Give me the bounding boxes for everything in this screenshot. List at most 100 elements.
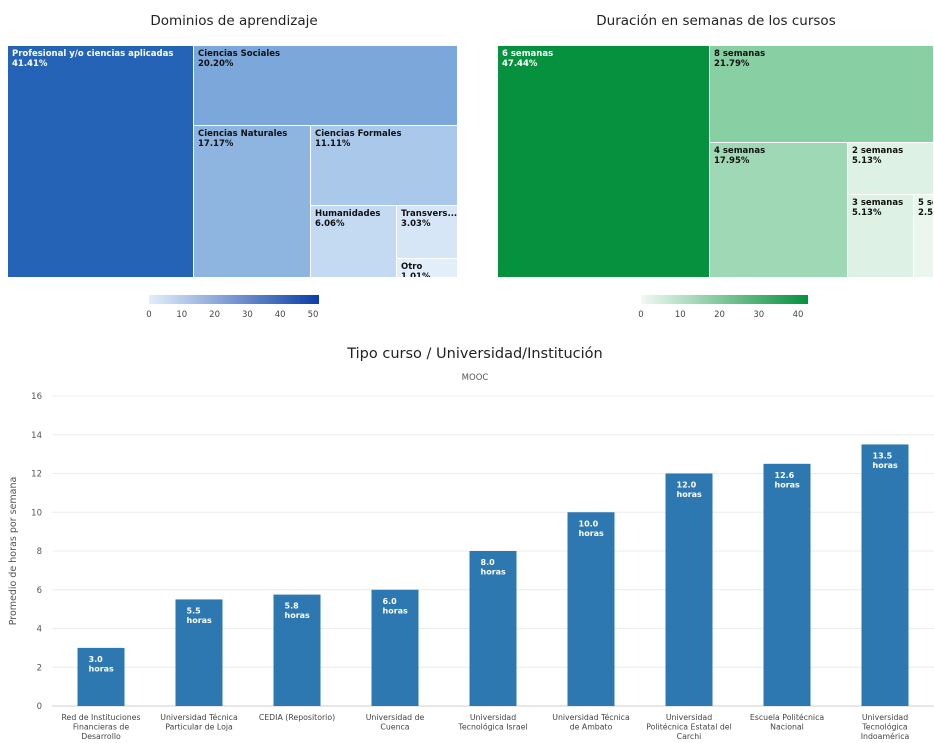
treemap-cell-percent: 17.17% xyxy=(198,139,234,149)
treemap-cell-name: 8 semanas xyxy=(714,49,766,59)
treemap-left-legend-gradient xyxy=(149,295,319,304)
bar[interactable] xyxy=(77,647,125,706)
y-tick-label: 14 xyxy=(31,431,42,441)
x-tick-label: Universidad xyxy=(666,713,712,722)
treemap-cell-humanidades[interactable]: Humanidades 6.06% xyxy=(311,206,397,278)
treemap-cell-name: 4 semanas xyxy=(714,146,766,156)
treemap-left-title: Dominios de aprendizaje xyxy=(150,13,318,29)
y-tick-label: 10 xyxy=(31,508,42,518)
treemap-cell-otro[interactable]: Otro 1.01% xyxy=(397,259,458,278)
y-tick-label: 16 xyxy=(31,392,42,402)
treemap-cell-label: 5 se2.5 xyxy=(918,198,934,218)
bar-data-label: 12.0 xyxy=(677,481,697,490)
legend-tick-label: 40 xyxy=(792,310,804,320)
x-tick-label: Universidad Técnica xyxy=(160,713,238,722)
treemap-cell-8-semanas[interactable]: 8 semanas 21.79% xyxy=(710,46,934,143)
treemap-cell-2-semanas[interactable]: 2 semanas 5.13% xyxy=(848,143,934,195)
treemap-cell-name: Ciencias Formales xyxy=(315,129,402,139)
x-tick-label: Desarrollo xyxy=(81,732,121,741)
treemap-cell-label: 6 semanas 47.44% xyxy=(502,49,553,69)
treemap-right-legend: 0 10 20 30 40 xyxy=(638,295,808,325)
legend-tick-label: 20 xyxy=(714,310,725,320)
x-tick-label: Universidad de xyxy=(366,713,425,722)
treemap-cell-label: Humanidades 6.06% xyxy=(315,209,380,229)
bar[interactable] xyxy=(273,594,321,706)
treemap-cell-6-semanas[interactable]: 6 semanas 47.44% xyxy=(498,46,710,278)
x-tick-label: Carchi xyxy=(677,732,702,741)
treemap-cell-percent: 5.13% xyxy=(852,208,882,218)
bar-data-label: horas xyxy=(89,664,115,673)
treemap-cell-name: 5 se xyxy=(918,198,933,208)
treemap-cell-name: Profesional y/o ciencias aplicadas xyxy=(12,49,174,59)
treemap-cell-name: Transvers... xyxy=(401,209,458,219)
treemap-right-title: Duración en semanas de los cursos xyxy=(596,13,836,29)
x-tick-label: de Ambato xyxy=(570,723,613,732)
bar-data-label: 5.8 xyxy=(285,602,300,611)
bar-data-label: horas xyxy=(481,568,507,577)
treemap-cell-percent: 21.79% xyxy=(714,59,750,69)
treemap-cell-ciencias-formales[interactable]: Ciencias Formales 11.11% xyxy=(311,126,458,206)
treemap-cell-percent: 1.01% xyxy=(401,272,431,278)
treemap-cell-percent: 47.44% xyxy=(502,59,538,69)
legend-tick-label: 30 xyxy=(241,310,253,320)
treemap-cell-percent: 3.03% xyxy=(401,219,431,229)
x-tick-label: Red de Instituciones xyxy=(61,713,140,722)
bar-data-label: horas xyxy=(187,616,213,625)
bar[interactable] xyxy=(763,463,811,706)
legend-tick-label: 40 xyxy=(274,310,286,320)
treemap-cell-name: Ciencias Sociales xyxy=(198,49,281,59)
x-tick-label: Nacional xyxy=(770,723,804,732)
bar-data-label: horas xyxy=(677,490,703,499)
treemap-cell-label: 4 semanas 17.95% xyxy=(714,146,765,166)
treemap-cell-3-semanas[interactable]: 3 semanas 5.13% xyxy=(848,195,914,278)
treemap-cell-percent: 11.11% xyxy=(315,139,351,149)
bar[interactable] xyxy=(371,589,419,706)
bar-data-label: 12.6 xyxy=(775,471,795,480)
y-axis-label: Promedio de horas por semana xyxy=(8,477,19,626)
treemap-cell-label: Profesional y/o ciencias aplicadas 41.41% xyxy=(12,49,173,69)
treemap-cell-label: 2 semanas 5.13% xyxy=(852,146,903,166)
legend-tick-label: 0 xyxy=(638,310,644,320)
bar-data-label: 10.0 xyxy=(579,519,599,528)
bar-data-label: 5.5 xyxy=(187,606,202,615)
bar[interactable] xyxy=(665,473,713,707)
bar-data-label: 8.0 xyxy=(481,558,496,567)
treemap-cell-4-semanas[interactable]: 4 semanas 17.95% xyxy=(710,143,848,278)
bar-data-label: 13.5 xyxy=(873,451,893,460)
bar[interactable] xyxy=(861,444,909,706)
treemap-cell-profesional-y-o-ciencias-aplicadas[interactable]: Profesional y/o ciencias aplicadas 41.41% xyxy=(8,46,194,278)
legend-tick-label: 20 xyxy=(209,310,221,320)
treemap-cell-label: 8 semanas 21.79% xyxy=(714,49,765,69)
treemap-cell-ciencias-sociales[interactable]: Ciencias Sociales 20.20% xyxy=(194,46,458,126)
legend-tick-label: 10 xyxy=(176,310,188,320)
x-tick-label: Tecnológica Israel xyxy=(457,723,527,732)
x-tick-label: Escuela Politécnica xyxy=(750,713,824,722)
bar[interactable] xyxy=(175,599,223,706)
treemap-cell-percent: 20.20% xyxy=(198,59,234,69)
bar-data-label: horas xyxy=(775,480,801,489)
y-tick-label: 0 xyxy=(37,702,42,712)
x-tick-label: Universidad xyxy=(470,713,516,722)
bar[interactable] xyxy=(567,512,615,706)
y-tick-label: 8 xyxy=(37,547,42,557)
bar[interactable] xyxy=(469,551,517,706)
treemap-cell-label: Ciencias Sociales 20.20% xyxy=(198,49,280,69)
bar-data-label: horas xyxy=(285,611,311,620)
treemap-cell-label: Otro 1.01% xyxy=(401,262,431,278)
treemap-cell-percent: 6.06% xyxy=(315,219,345,229)
legend-tick-label: 30 xyxy=(753,310,765,320)
legend-tick-label: 0 xyxy=(146,310,152,320)
treemap-cell-label: Ciencias Formales 11.11% xyxy=(315,129,402,149)
x-tick-label: CEDIA (Repositorio) xyxy=(259,713,335,722)
treemap-duracion: 6 semanas 47.44% 8 semanas 21.79% 4 semanas 1… xyxy=(498,46,934,278)
treemap-cell-name: 3 semanas xyxy=(852,198,904,208)
treemap-cell-percent: 2.5 xyxy=(918,208,934,218)
treemap-cell-name: 2 semanas xyxy=(852,146,904,156)
treemap-left-legend: 0 10 20 30 40 50 xyxy=(146,295,319,325)
treemap-cell-transvers[interactable]: Transvers... 3.03% xyxy=(397,206,458,259)
treemap-dominios: Profesional y/o ciencias aplicadas 41.41%… xyxy=(8,46,458,278)
treemap-cell-ciencias-naturales[interactable]: Ciencias Naturales 17.17% xyxy=(194,126,311,278)
treemap-cell-name: 6 semanas xyxy=(502,49,554,59)
treemap-cell-label: Ciencias Naturales 17.17% xyxy=(198,129,287,149)
